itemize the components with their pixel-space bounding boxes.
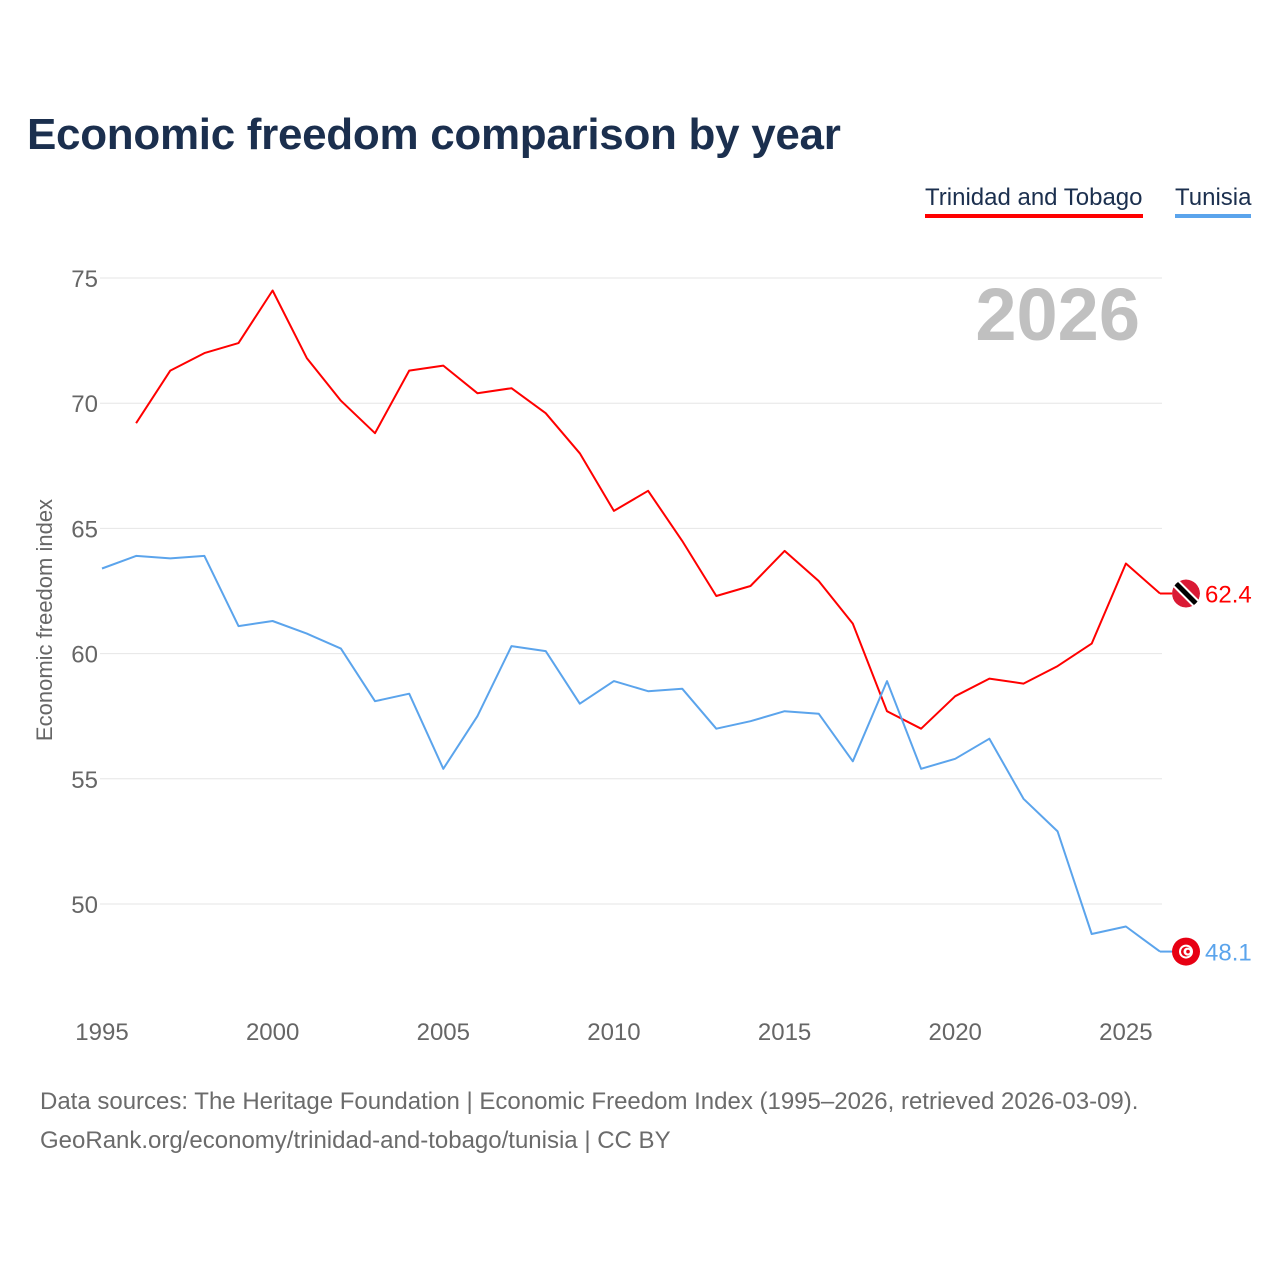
footer-url: GeoRank.org/economy/trinidad-and-tobago/…	[40, 1127, 671, 1154]
y-tick-label: 60	[71, 642, 98, 669]
x-tick-label: 1995	[75, 1019, 128, 1046]
legend-trinidad-and-tobago[interactable]: Trinidad and Tobago	[925, 184, 1143, 218]
y-tick-label: 50	[71, 892, 98, 919]
trinidad-and-tobago-flag-icon	[1172, 579, 1200, 608]
series-line-trinidad-and-tobago	[135, 289, 1161, 730]
x-tick-label: 2025	[1099, 1019, 1152, 1046]
y-tick-label: 70	[71, 391, 98, 418]
tunisia-flag-icon	[1172, 937, 1200, 966]
series-line-tunisia	[101, 554, 1161, 953]
chart-title: Economic freedom comparison by year	[27, 110, 841, 159]
y-axis-label: Economic freedom index	[32, 499, 57, 741]
end-value-label: 48.1	[1205, 940, 1252, 967]
y-tick-label: 75	[71, 266, 98, 293]
y-tick-label: 65	[71, 516, 98, 543]
x-tick-label: 2015	[758, 1019, 811, 1046]
footer-sources: Data sources: The Heritage Foundation | …	[40, 1088, 1139, 1115]
x-tick-label: 2000	[246, 1019, 299, 1046]
x-tick-label: 2005	[417, 1019, 470, 1046]
x-tick-label: 2020	[929, 1019, 982, 1046]
x-tick-label: 2010	[587, 1019, 640, 1046]
year-watermark: 2026	[975, 273, 1140, 356]
y-tick-label: 55	[71, 767, 98, 794]
end-value-label: 62.4	[1205, 582, 1252, 609]
legend-tunisia[interactable]: Tunisia	[1175, 184, 1252, 218]
